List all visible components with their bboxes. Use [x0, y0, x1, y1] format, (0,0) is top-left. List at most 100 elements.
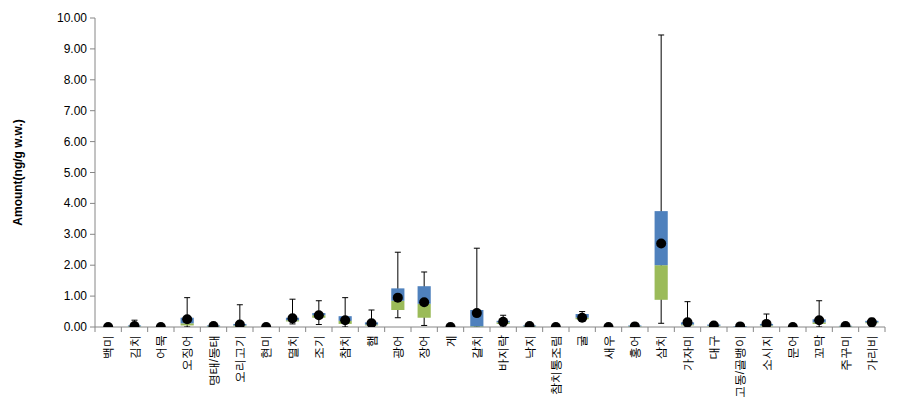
mean-dot: [525, 321, 535, 327]
mean-dot: [762, 319, 772, 327]
x-tick: [384, 327, 385, 332]
x-tick: [806, 327, 807, 332]
x-tick-label: 대구: [707, 335, 721, 359]
x-tick-label: 소시지: [760, 335, 774, 371]
x-tick: [463, 327, 464, 332]
mean-dot: [288, 313, 298, 323]
x-tick-label: 낙지: [523, 335, 537, 359]
x-tick: [358, 327, 359, 332]
x-tick: [648, 327, 649, 332]
box-lower: [655, 265, 668, 300]
x-tick-label: 현미: [259, 335, 273, 359]
x-tick-label: 참치: [338, 335, 352, 359]
x-tick: [727, 327, 728, 332]
y-tick: [90, 203, 95, 204]
mean-dot: [419, 297, 429, 307]
mean-dot: [156, 322, 166, 327]
mean-dot: [209, 321, 219, 327]
y-axis-label: Amount(ng/g w.w.): [11, 119, 25, 225]
mean-dot: [261, 322, 271, 327]
x-tick-label: 굴: [575, 335, 589, 347]
whisker-cap: [764, 314, 770, 315]
whisker-cap: [579, 311, 585, 312]
x-tick: [95, 327, 96, 332]
y-tick: [90, 18, 95, 19]
whisker-cap: [685, 301, 691, 302]
y-tick: [90, 79, 95, 80]
whisker-cap: [342, 297, 348, 298]
whisker-cap: [421, 325, 427, 326]
x-tick: [779, 327, 780, 332]
y-tick-label: 4.00: [64, 196, 88, 210]
x-tick-label: 백미: [101, 335, 115, 359]
y-tick-label: 0.00: [64, 320, 88, 334]
x-tick: [147, 327, 148, 332]
x-tick: [490, 327, 491, 332]
mean-dot: [235, 320, 245, 327]
y-tick-label: 6.00: [64, 135, 88, 149]
whisker-cap: [316, 324, 322, 325]
mean-dot: [393, 293, 403, 303]
whisker-cap: [369, 310, 375, 311]
x-tick: [516, 327, 517, 332]
whisker-cap: [474, 248, 480, 249]
box-upper: [655, 211, 668, 265]
x-tick-label: 김치: [128, 335, 142, 359]
x-tick: [253, 327, 254, 332]
x-tick-label: 꼬막: [812, 335, 826, 359]
whisker-cap: [395, 252, 401, 253]
x-tick: [700, 327, 701, 332]
whisker-cap: [290, 299, 296, 300]
x-tick-label: 홍어: [628, 335, 642, 359]
x-tick: [121, 327, 122, 332]
mean-dot: [498, 317, 508, 327]
x-tick-label: 어묵: [154, 335, 168, 359]
y-tick-label: 8.00: [64, 73, 88, 87]
x-tick: [595, 327, 596, 332]
x-tick: [674, 327, 675, 332]
x-tick-label: 멸치: [286, 335, 300, 359]
whisker-cap: [816, 327, 822, 328]
mean-dot: [656, 239, 666, 249]
chart: 0.001.002.003.004.005.006.007.008.009.00…: [0, 0, 901, 419]
x-tick: [832, 327, 833, 332]
mean-dot: [735, 321, 745, 327]
whisker-cap: [500, 315, 506, 316]
x-tick-label: 오징어: [180, 335, 194, 371]
mean-dot: [182, 314, 192, 324]
x-tick: [621, 327, 622, 332]
x-tick: [332, 327, 333, 332]
mean-dot: [314, 310, 324, 320]
whisker-cap: [184, 297, 190, 298]
mean-dot: [103, 322, 113, 327]
x-tick-label: 주꾸미: [839, 335, 853, 371]
mean-dot: [472, 308, 482, 318]
x-tick-label: 오리고기: [233, 335, 247, 383]
y-tick-label: 1.00: [64, 289, 88, 303]
y-tick: [90, 172, 95, 173]
mean-dot: [130, 321, 140, 327]
mean-dot: [867, 317, 877, 327]
y-tick: [90, 48, 95, 49]
y-tick: [90, 265, 95, 266]
plot-area: [103, 35, 878, 327]
x-tick: [437, 327, 438, 332]
mean-dot: [630, 321, 640, 327]
x-tick-label: 새우: [602, 335, 616, 359]
x-tick: [858, 327, 859, 332]
x-tick: [411, 327, 412, 332]
y-tick-label: 9.00: [64, 42, 88, 56]
x-tick-label: 햄: [365, 335, 379, 347]
y-tick-label: 2.00: [64, 258, 88, 272]
whisker-cap: [316, 300, 322, 301]
mean-dot: [683, 317, 693, 327]
x-tick-label: 가자미: [681, 335, 695, 371]
x-tick-label: 명태/동태: [207, 335, 221, 386]
mean-dot: [841, 321, 851, 327]
whisker-cap: [421, 271, 427, 272]
x-tick: [305, 327, 306, 332]
x-tick-label: 가리비: [865, 335, 879, 371]
mean-dot: [814, 315, 824, 325]
x-tick-label: 조기: [312, 335, 326, 359]
x-tick: [200, 327, 201, 332]
